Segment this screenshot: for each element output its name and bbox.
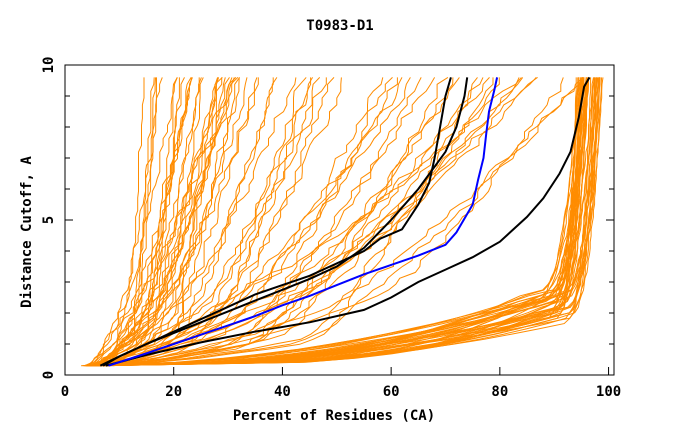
series-line	[107, 77, 145, 366]
series-line	[94, 77, 235, 367]
series-line	[90, 77, 240, 367]
black-highlight-line	[105, 76, 591, 367]
series-line	[92, 77, 192, 367]
x-tick-label: 20	[165, 384, 182, 400]
x-axis-label: Percent of Residues (CA)	[233, 408, 435, 424]
x-tick-label: 40	[274, 384, 291, 400]
x-axis: 0 20 40 60 80 100	[61, 367, 621, 400]
series-line	[98, 77, 230, 367]
series-line	[93, 77, 335, 367]
blue-highlight-line	[108, 77, 499, 367]
series-line	[89, 77, 219, 367]
series-line	[96, 77, 584, 367]
series-line	[90, 77, 584, 367]
y-tick-label: 10	[41, 57, 57, 74]
series-line	[102, 77, 594, 367]
series-line	[108, 77, 564, 367]
series-line	[86, 77, 274, 367]
series-line	[112, 77, 436, 367]
chart-title: T0983-D1	[306, 18, 373, 34]
series-line	[103, 77, 307, 367]
series-line	[90, 77, 193, 367]
y-axis-label: Distance Cutoff, A	[19, 156, 35, 308]
series-line	[114, 77, 297, 367]
series-line	[94, 77, 155, 367]
series-line	[89, 77, 398, 367]
highlight-layer	[99, 76, 591, 367]
x-tick-label: 100	[596, 384, 621, 400]
x-tick-label: 80	[491, 384, 508, 400]
series-line	[100, 77, 596, 367]
series-line	[90, 77, 321, 367]
series-line	[91, 77, 163, 367]
series-line	[108, 77, 312, 367]
series-line	[85, 77, 587, 367]
series-line	[94, 77, 202, 367]
series-line	[95, 77, 241, 367]
series-line	[91, 77, 314, 367]
series-line	[84, 77, 193, 367]
series-line	[104, 77, 204, 367]
series-line	[92, 77, 500, 367]
series-line	[88, 76, 449, 367]
y-tick-label: 5	[41, 216, 57, 224]
series-line	[102, 77, 600, 367]
series-line	[87, 77, 403, 367]
x-tick-label: 0	[61, 384, 69, 400]
series-line	[94, 77, 258, 367]
series-line	[86, 77, 587, 367]
series-line	[85, 77, 259, 367]
black-highlight-line	[102, 77, 469, 367]
series-line	[98, 77, 596, 367]
x-tick-label: 60	[383, 384, 400, 400]
series-line	[107, 77, 157, 366]
series-line	[87, 77, 520, 367]
black-highlight-line	[99, 77, 452, 367]
series-line	[105, 77, 537, 367]
series-layer	[81, 76, 604, 367]
series-line	[91, 77, 494, 367]
y-axis: 0 5 10	[41, 57, 614, 379]
y-tick-label: 0	[41, 371, 57, 379]
series-line	[94, 77, 599, 367]
series-line	[93, 77, 223, 367]
series-line	[92, 77, 384, 367]
series-line	[96, 77, 584, 367]
series-line	[98, 77, 411, 367]
series-line	[96, 77, 219, 367]
series-line	[91, 77, 193, 367]
